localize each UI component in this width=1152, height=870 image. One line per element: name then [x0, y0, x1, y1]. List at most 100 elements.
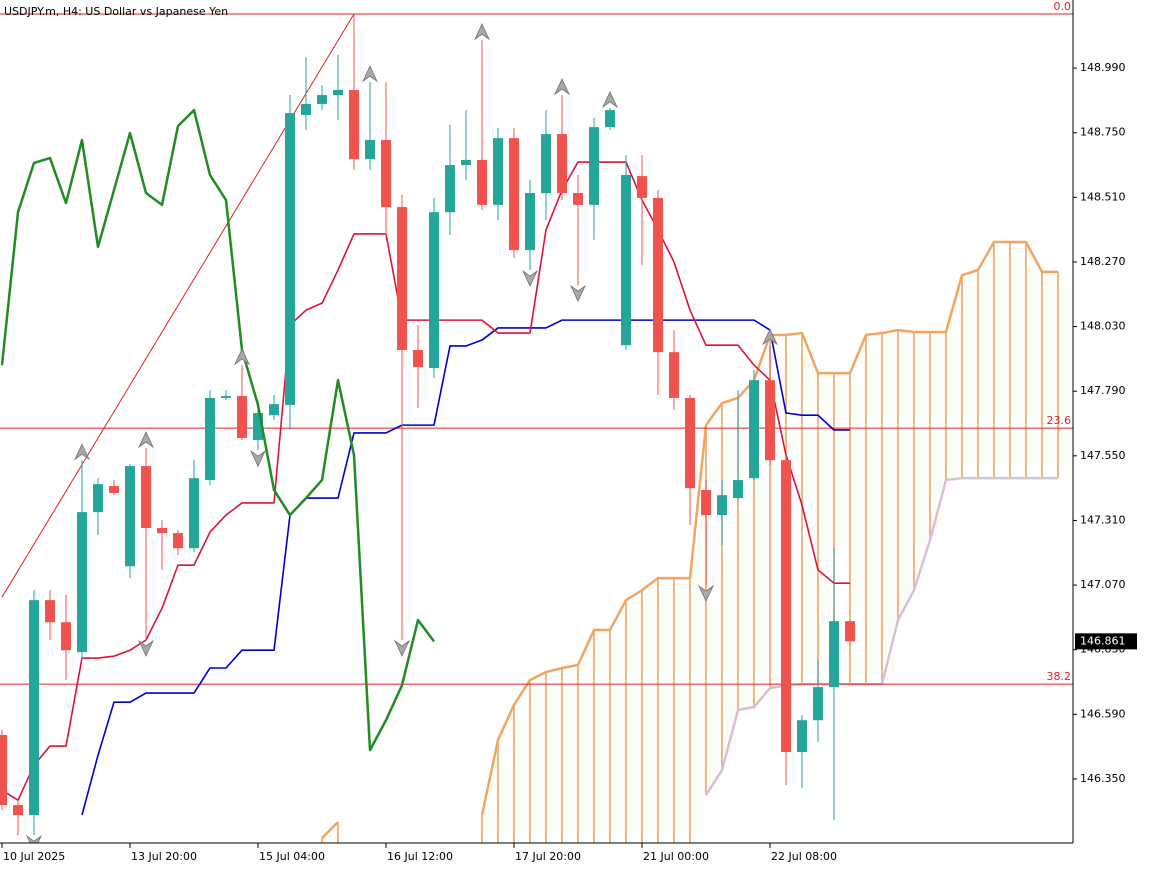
x-tick-label: 16 Jul 12:00 — [387, 850, 453, 863]
candle-body — [125, 466, 135, 567]
fractal-up — [553, 78, 571, 96]
candle-body — [829, 621, 839, 688]
fractal-up — [761, 328, 779, 346]
candle-body — [733, 480, 743, 499]
candle-body — [205, 397, 215, 481]
candle-body — [429, 212, 439, 369]
y-tick-label: 147.790 — [1080, 384, 1126, 397]
chikou-span — [0, 108, 435, 752]
candle-body — [269, 404, 279, 416]
candle-body — [45, 600, 55, 623]
y-tick-label: 147.070 — [1080, 578, 1126, 591]
candle-body — [413, 350, 423, 367]
fractal-up — [137, 431, 155, 449]
tenkan-sen — [1, 161, 850, 801]
candle-body — [301, 103, 311, 115]
candle-body — [509, 138, 519, 251]
y-tick-label: 148.750 — [1080, 126, 1126, 139]
x-tick-label: 15 Jul 04:00 — [259, 850, 325, 863]
candle-body — [717, 495, 727, 516]
candle-body — [525, 193, 535, 251]
last-price-box — [1075, 633, 1137, 650]
candle-body — [29, 600, 39, 815]
candle-body — [189, 478, 199, 549]
candle-body — [637, 176, 647, 198]
candle-body — [445, 165, 455, 213]
chart-title: USDJPY.m, H4: US Dollar vs Japanese Yen — [4, 5, 228, 18]
fractal-down — [393, 639, 411, 657]
x-tick-label: 21 Jul 00:00 — [643, 850, 709, 863]
candle-body — [0, 735, 7, 806]
candle-body — [237, 396, 247, 439]
candle-body — [253, 413, 263, 440]
fractal-up — [361, 65, 379, 83]
fractal-down — [569, 284, 587, 303]
candle-body — [461, 159, 471, 166]
y-tick-label: 148.030 — [1080, 320, 1126, 333]
x-tick-label: 13 Jul 20:00 — [131, 850, 197, 863]
fractal-down — [249, 449, 267, 468]
candle-body — [685, 397, 695, 489]
candle-body — [173, 533, 183, 549]
x-tick-label: 10 Jul 2025 — [3, 850, 65, 863]
fractal-down — [137, 639, 155, 657]
candle-body — [797, 720, 807, 752]
fractal-down — [25, 834, 43, 843]
last-price-label: 146.861 — [1080, 634, 1126, 647]
candle-body — [333, 89, 343, 96]
x-tick-label: 22 Jul 08:00 — [771, 850, 837, 863]
candle-body — [749, 380, 759, 479]
candle-body — [109, 485, 119, 493]
candle-body — [781, 460, 791, 752]
candle-body — [157, 527, 167, 534]
candle-body — [13, 805, 23, 815]
fractal-up — [473, 23, 491, 41]
y-tick-label: 146.350 — [1080, 772, 1126, 785]
candle-body — [845, 621, 855, 642]
candle-body — [141, 466, 151, 528]
candle-body — [573, 193, 583, 205]
fractal-up — [73, 443, 91, 461]
candle-body — [317, 95, 327, 104]
y-tick-label: 147.310 — [1080, 513, 1126, 526]
candle-body — [589, 127, 599, 205]
candle-body — [493, 138, 503, 205]
y-tick-label: 146.590 — [1080, 707, 1126, 720]
candle-body — [365, 140, 375, 160]
y-tick-label: 147.550 — [1080, 449, 1126, 462]
plot-area — [0, 13, 1073, 843]
candle-body — [93, 484, 103, 513]
fibo-label: 23.6 — [1047, 414, 1072, 427]
fractal-up — [233, 348, 251, 366]
fractal-down — [521, 269, 539, 287]
fractal-down — [697, 584, 715, 603]
y-tick-label: 148.990 — [1080, 61, 1126, 74]
fractal-up — [601, 91, 619, 109]
candle-body — [621, 175, 631, 346]
candle-body — [653, 197, 663, 353]
x-tick-label: 17 Jul 20:00 — [515, 850, 581, 863]
candle-body — [381, 140, 391, 208]
fibo-label: 0.0 — [1054, 0, 1072, 13]
candle-body — [477, 159, 487, 205]
candle-body — [701, 490, 711, 516]
candle-body — [221, 396, 231, 398]
fibo-label: 38.2 — [1047, 670, 1072, 683]
candle-body — [285, 113, 295, 405]
y-tick-label: 148.510 — [1080, 190, 1126, 203]
kijun-sen — [81, 319, 850, 816]
candle-body — [397, 207, 407, 351]
candle-body — [605, 110, 615, 128]
candle-body — [349, 89, 359, 160]
candle-body — [813, 687, 823, 721]
candle-body — [541, 134, 551, 194]
y-tick-label: 148.270 — [1080, 255, 1126, 268]
candle-body — [669, 352, 679, 398]
candle-body — [557, 134, 567, 194]
candle-body — [61, 622, 71, 651]
candle-body — [765, 380, 775, 461]
fibo-trend — [1, 13, 355, 598]
candle-body — [77, 512, 87, 653]
